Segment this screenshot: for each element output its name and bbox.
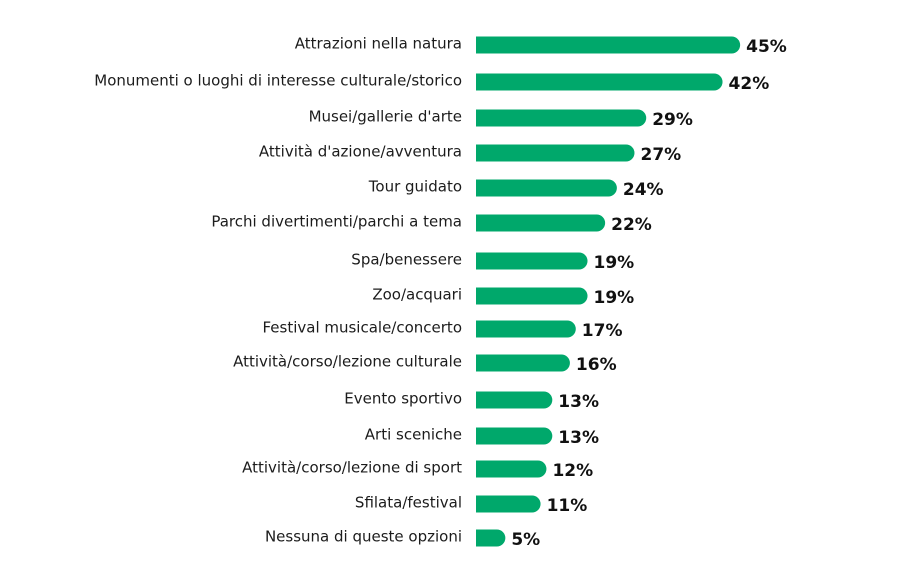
category-label: Festival musicale/concerto (262, 319, 462, 337)
value-label: 19% (594, 288, 635, 308)
value-label: 13% (558, 428, 599, 448)
value-label: 45% (746, 37, 787, 57)
bar (476, 73, 723, 91)
category-label: Arti sceniche (365, 426, 462, 444)
bar (476, 179, 617, 197)
bar (476, 144, 635, 162)
bar (476, 320, 576, 338)
bar (476, 214, 606, 232)
category-label: Attività/corso/lezione culturale (233, 353, 462, 371)
category-labels: Attrazioni nella natura Monumenti o luogh… (94, 35, 462, 546)
category-label: Attività d'azione/avventura (259, 143, 462, 161)
value-label: 16% (576, 355, 617, 375)
value-label: 42% (729, 74, 770, 94)
value-label: 22% (611, 215, 652, 235)
value-label: 17% (582, 321, 623, 341)
value-label: 29% (652, 110, 693, 130)
bar (476, 427, 553, 445)
value-label: 12% (552, 461, 593, 481)
value-label: 11% (547, 496, 588, 516)
category-label: Monumenti o luoghi di interesse cultural… (94, 72, 462, 90)
value-label: 13% (558, 392, 599, 412)
category-label: Evento sportivo (344, 390, 462, 408)
category-label: Tour guidato (368, 178, 462, 196)
category-label: Sfilata/festival (355, 494, 462, 512)
bar (476, 460, 547, 478)
bar (476, 109, 647, 127)
value-label: 5% (511, 530, 540, 550)
category-label: Spa/benessere (351, 251, 462, 269)
value-label: 24% (623, 180, 664, 200)
category-label: Attività/corso/lezione di sport (242, 459, 462, 477)
category-label: Zoo/acquari (372, 286, 462, 304)
bar (476, 391, 553, 409)
value-labels: 45% 42% 29% 27% 24% 22% 19% 19% 17% 16% 13% 13% 12% 1… (511, 37, 787, 550)
category-label: Musei/gallerie d'arte (309, 108, 462, 126)
bar (476, 529, 506, 547)
bars (476, 36, 741, 547)
bar (476, 354, 570, 372)
value-label: 27% (640, 145, 681, 165)
bar (476, 495, 541, 513)
bar (476, 252, 588, 270)
category-label: Parchi divertimenti/parchi a tema (211, 213, 462, 231)
category-label: Attrazioni nella natura (295, 35, 462, 53)
bar (476, 36, 741, 54)
value-label: 19% (594, 253, 635, 273)
bar (476, 287, 588, 305)
category-label: Nessuna di queste opzioni (265, 528, 462, 546)
